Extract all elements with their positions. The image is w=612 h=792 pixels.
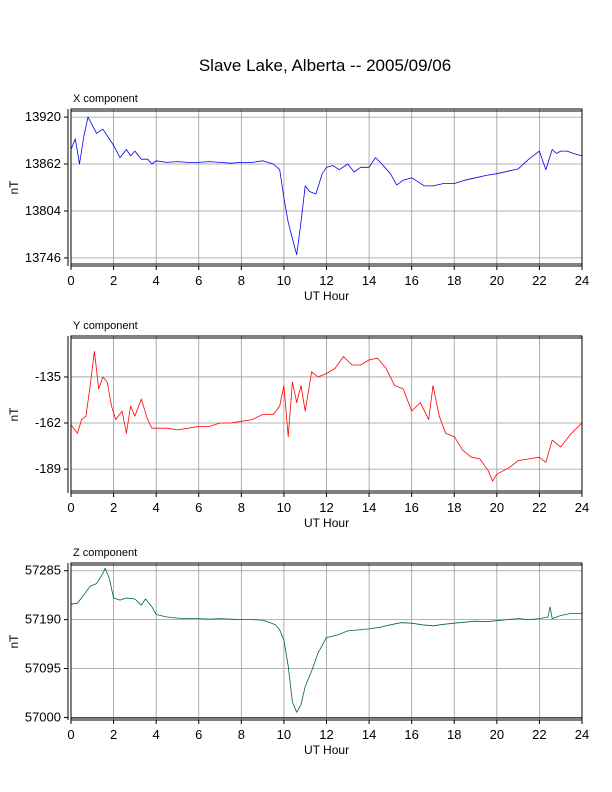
- x-tick-label: 20: [490, 727, 504, 742]
- x-tick-label: 14: [362, 727, 376, 742]
- y-axis-label: nT: [7, 407, 21, 422]
- x-tick-label: 14: [362, 500, 376, 515]
- x-axis-label: UT Hour: [304, 289, 349, 303]
- y-tick-label: 13862: [25, 156, 61, 171]
- y-tick-label: 57190: [25, 612, 61, 627]
- y-tick-label: 57285: [25, 563, 61, 578]
- y-axis-label: nT: [7, 634, 21, 649]
- x-tick-label: 4: [153, 500, 160, 515]
- x-tick-label: 20: [490, 273, 504, 288]
- x-tick-label: 0: [67, 500, 74, 515]
- x-tick-label: 22: [532, 727, 546, 742]
- y-tick-label: 57095: [25, 661, 61, 676]
- x-tick-label: 10: [277, 727, 291, 742]
- x-tick-label: 10: [277, 500, 291, 515]
- y-axis-label: nT: [7, 180, 21, 195]
- x-tick-label: 2: [110, 273, 117, 288]
- x-tick-label: 2: [110, 727, 117, 742]
- page-title: Slave Lake, Alberta -- 2005/09/06: [198, 56, 452, 75]
- x-tick-label: 18: [447, 273, 461, 288]
- series-line: [70, 116, 583, 256]
- x-tick-label: 6: [195, 727, 202, 742]
- x-tick-label: 10: [277, 273, 291, 288]
- x-tick-label: 24: [575, 500, 589, 515]
- x-axis-label: UT Hour: [304, 516, 349, 530]
- panel-title: Z component: [73, 547, 137, 559]
- x-tick-label: 16: [404, 727, 418, 742]
- panel-title: X component: [73, 93, 138, 105]
- x-tick-label: 20: [490, 500, 504, 515]
- x-tick-label: 16: [404, 273, 418, 288]
- x-tick-label: 4: [153, 727, 160, 742]
- x-tick-label: 8: [238, 500, 245, 515]
- x-axis-label: UT Hour: [304, 743, 349, 757]
- x-tick-label: 12: [319, 273, 333, 288]
- x-tick-label: 2: [110, 500, 117, 515]
- x-tick-label: 8: [238, 727, 245, 742]
- x-tick-label: 24: [575, 273, 589, 288]
- series-line: [70, 567, 582, 713]
- x-tick-label: 8: [238, 273, 245, 288]
- y-tick-label: 13804: [25, 203, 61, 218]
- y-tick-label: -189: [35, 461, 61, 476]
- x-tick-label: 6: [195, 273, 202, 288]
- x-tick-label: 0: [67, 727, 74, 742]
- panel-title: Y component: [73, 320, 138, 332]
- series-line: [70, 350, 583, 482]
- x-tick-label: 18: [447, 500, 461, 515]
- y-tick-label: -162: [35, 415, 61, 430]
- x-tick-label: 22: [532, 273, 546, 288]
- x-tick-label: 4: [153, 273, 160, 288]
- x-tick-label: 18: [447, 727, 461, 742]
- y-tick-label: 13746: [25, 250, 61, 265]
- x-tick-label: 0: [67, 273, 74, 288]
- x-tick-label: 12: [319, 500, 333, 515]
- y-tick-label: 57000: [25, 709, 61, 724]
- x-tick-label: 12: [319, 727, 333, 742]
- x-tick-label: 24: [575, 727, 589, 742]
- y-tick-label: -135: [35, 369, 61, 384]
- x-tick-label: 14: [362, 273, 376, 288]
- x-tick-label: 16: [404, 500, 418, 515]
- x-tick-label: 22: [532, 500, 546, 515]
- y-tick-label: 13920: [25, 109, 61, 124]
- x-tick-label: 6: [195, 500, 202, 515]
